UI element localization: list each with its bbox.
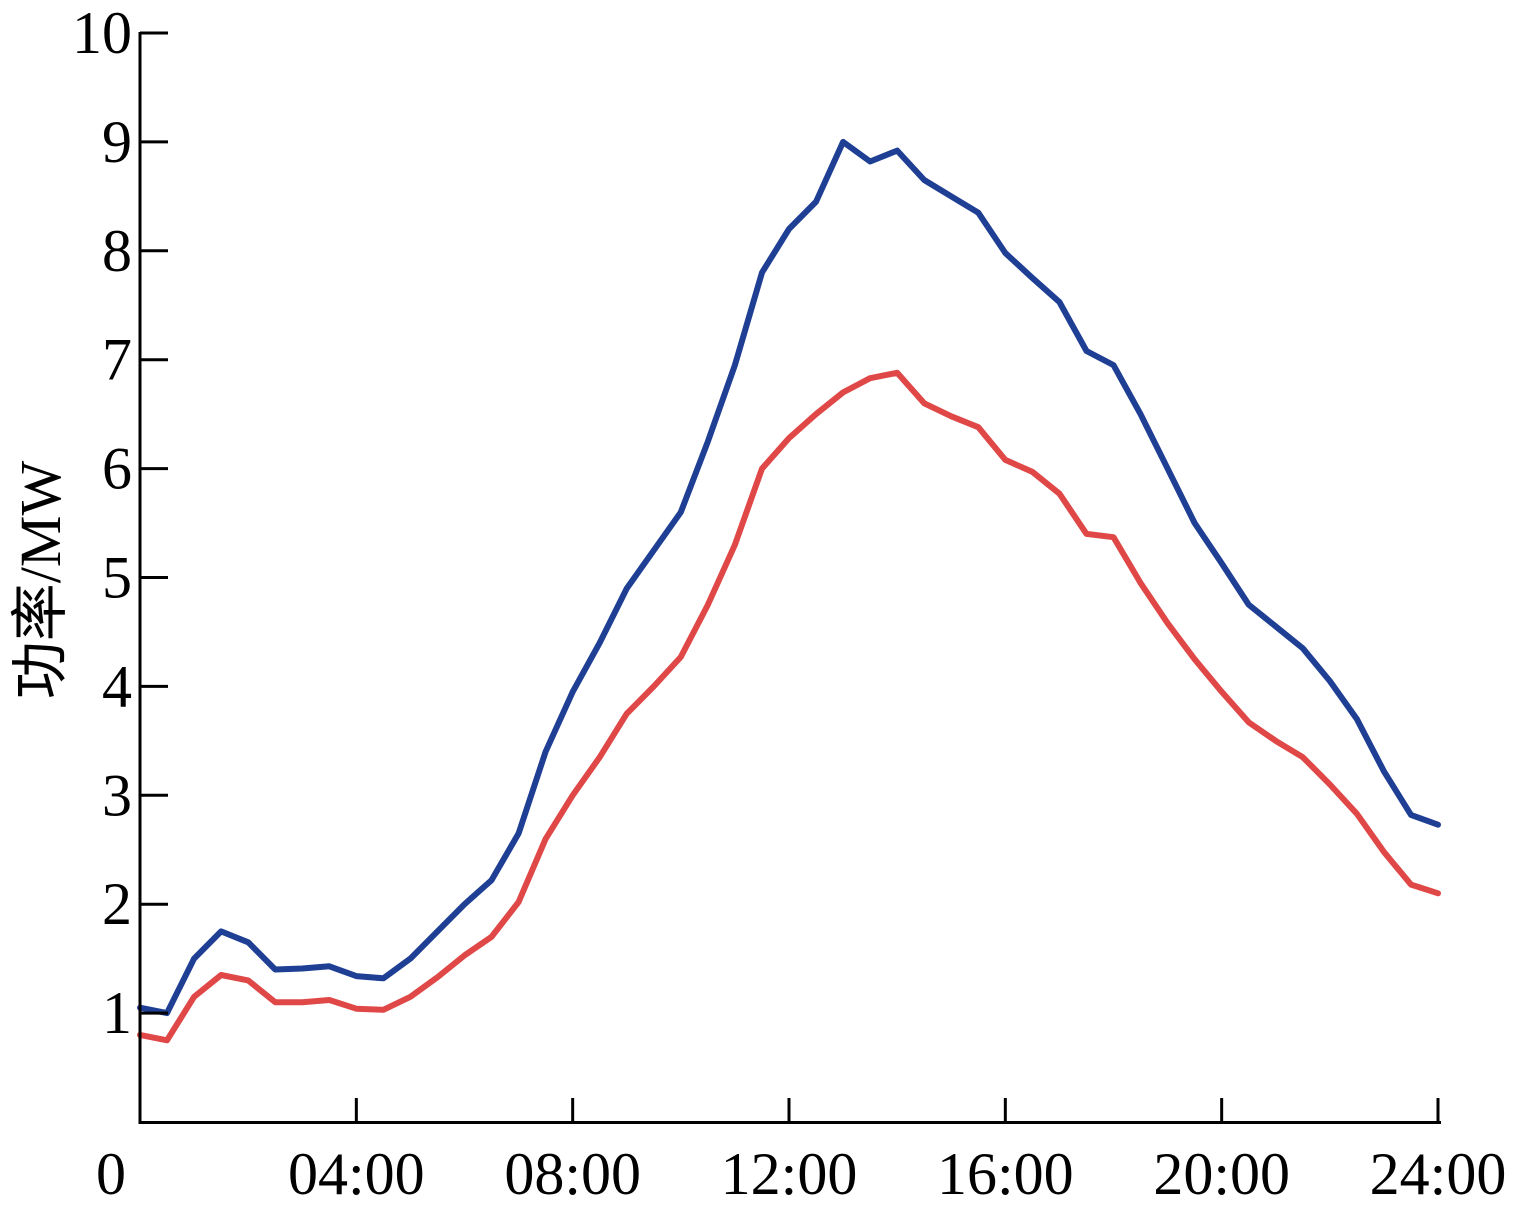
x-tick-label: 20:00 bbox=[1153, 1141, 1290, 1207]
y-ticks: 1 2 3 4 5 6 7 8 9 10 bbox=[72, 0, 168, 1046]
y-axis-title: 功率/MW bbox=[8, 461, 73, 700]
y-tick-label: 4 bbox=[102, 653, 132, 719]
y-tick-label: 1 bbox=[102, 980, 132, 1046]
y-tick-label: 6 bbox=[102, 436, 132, 502]
y-tick-label: 8 bbox=[102, 218, 132, 284]
x-tick-label: 12:00 bbox=[721, 1141, 858, 1207]
series-layer bbox=[137, 138, 1441, 1044]
series-line-2 bbox=[137, 369, 1441, 1044]
y-tick-label: 5 bbox=[102, 545, 132, 611]
y-tick-label: 10 bbox=[72, 0, 132, 66]
x-tick-label: 08:00 bbox=[504, 1141, 641, 1207]
x-tick-label: 04:00 bbox=[288, 1141, 425, 1207]
series-line-1 bbox=[137, 138, 1441, 1017]
y-tick-label: 9 bbox=[102, 109, 132, 175]
x-tick-label: 24:00 bbox=[1370, 1141, 1507, 1207]
y-tick-label: 7 bbox=[102, 327, 132, 393]
y-tick-label: 2 bbox=[102, 871, 132, 937]
x-tick-label: 0 bbox=[96, 1141, 126, 1207]
x-tick-label: 16:00 bbox=[937, 1141, 1074, 1207]
axes-layer bbox=[138, 32, 1441, 1124]
y-tick-label: 3 bbox=[102, 762, 132, 828]
x-ticks: 0 04:00 08:00 12:00 16:00 20:00 24:00 bbox=[96, 1098, 1506, 1207]
